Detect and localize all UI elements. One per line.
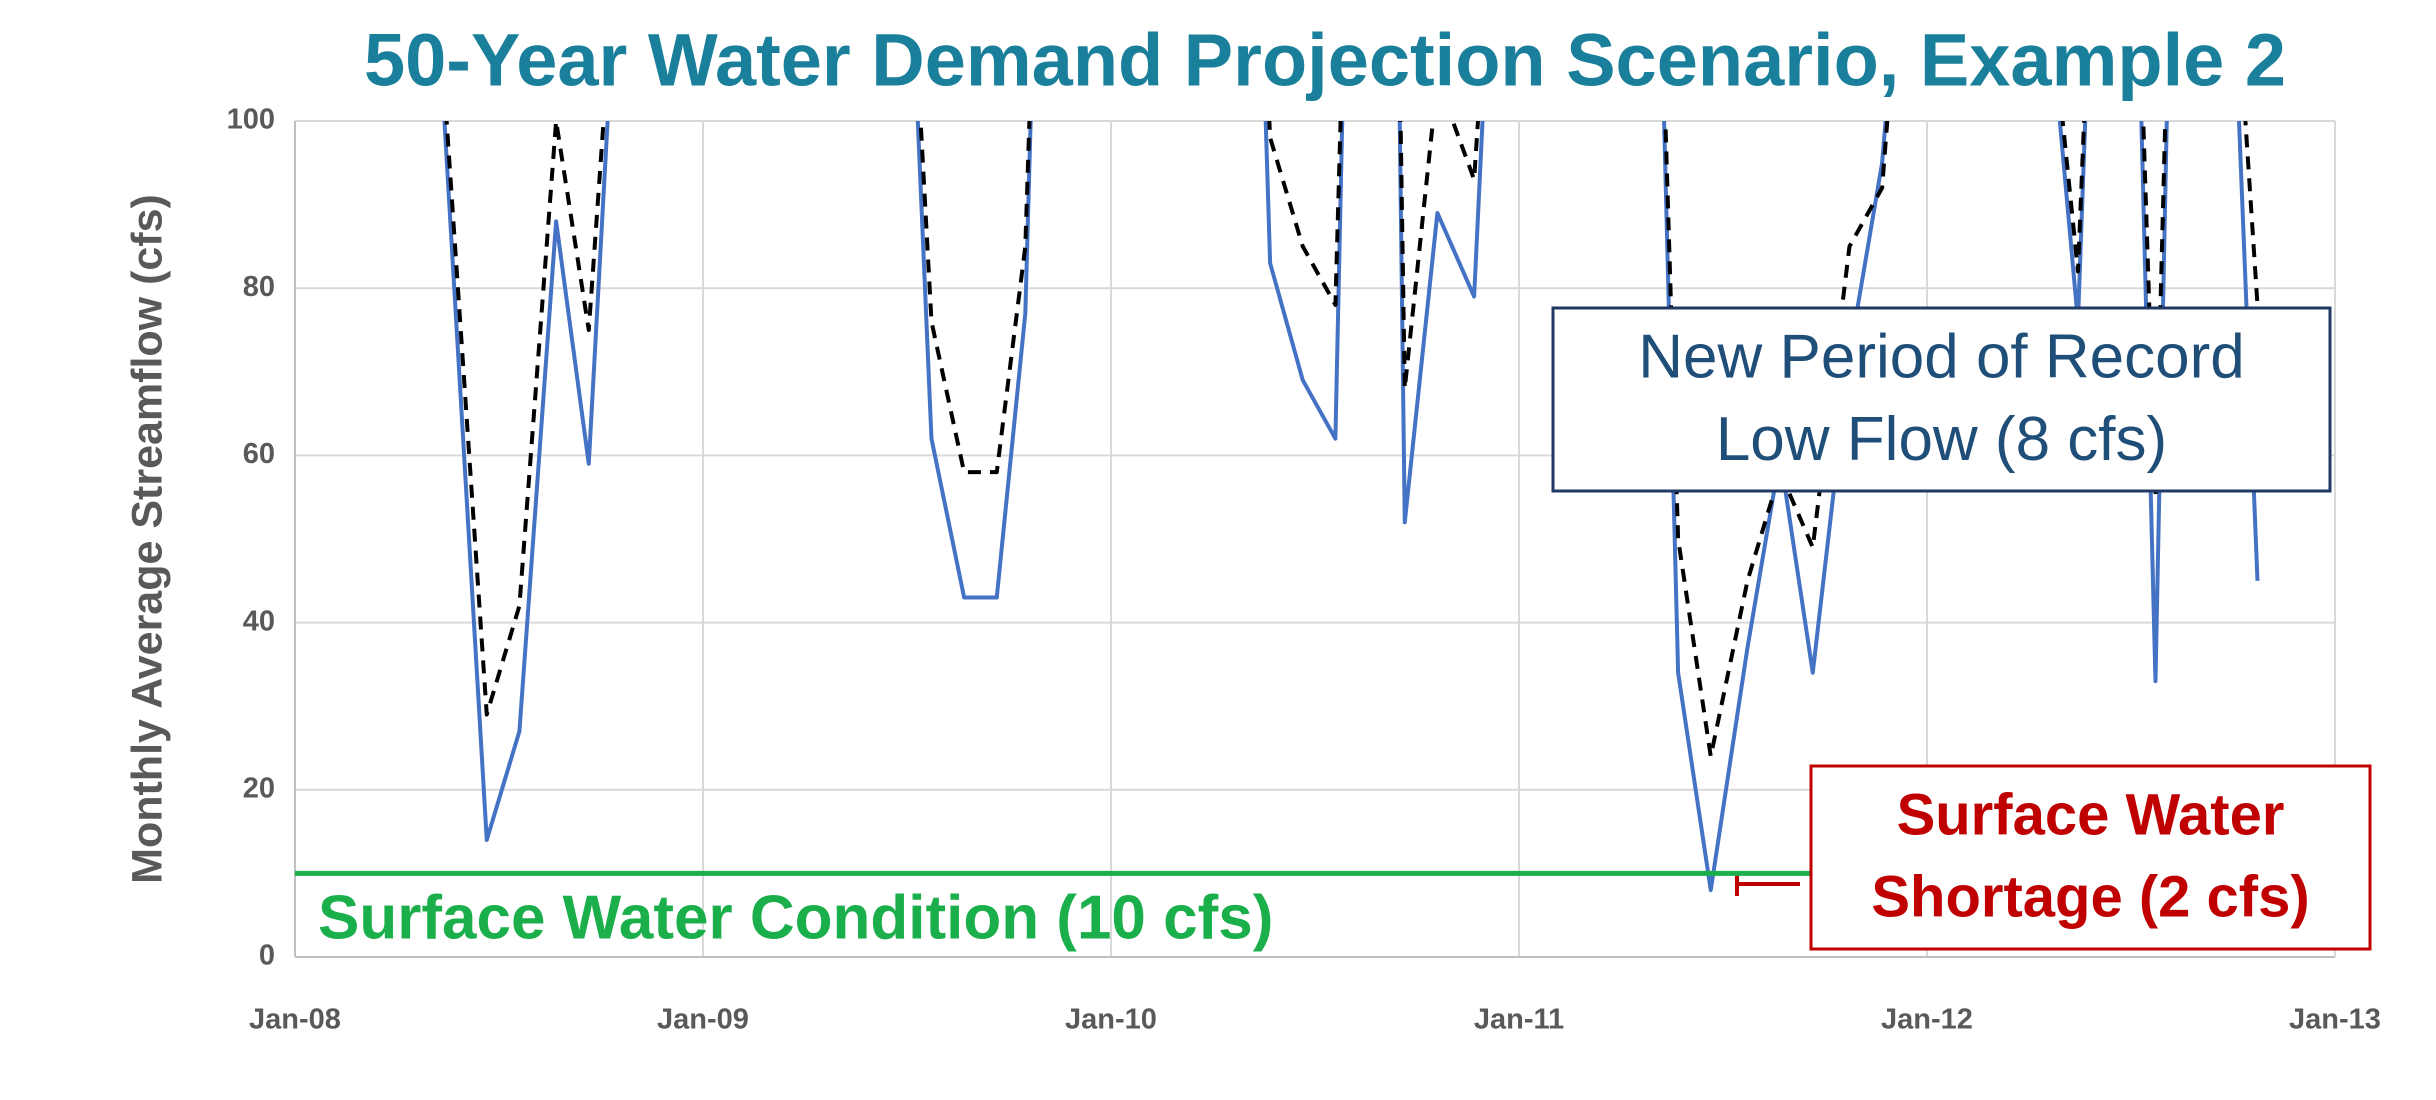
shortage-bracket bbox=[1735, 872, 1800, 896]
annotation-text: Low Flow (8 cfs) bbox=[1716, 405, 2167, 474]
annotation-text: Surface Water bbox=[1897, 782, 2285, 847]
y-tick-label: 100 bbox=[227, 104, 275, 136]
x-tick-label: Jan-08 bbox=[249, 1004, 341, 1036]
y-tick-label: 60 bbox=[243, 438, 275, 470]
y-tick-label: 0 bbox=[259, 940, 275, 972]
annotation-text: New Period of Record bbox=[1638, 322, 2245, 391]
series-line bbox=[444, 121, 2260, 759]
x-tick-label: Jan-09 bbox=[657, 1004, 749, 1036]
series-line bbox=[442, 121, 2260, 893]
y-tick-label: 40 bbox=[243, 605, 275, 637]
y-tick-label: 20 bbox=[243, 772, 275, 804]
x-tick-label: Jan-12 bbox=[1881, 1004, 1973, 1036]
x-tick-label: Jan-13 bbox=[2289, 1004, 2381, 1036]
annotation-box bbox=[1551, 306, 2332, 493]
y-axis-label: Monthly Average Streamflow (cfs) bbox=[123, 194, 171, 884]
x-tick-label: Jan-10 bbox=[1065, 1004, 1157, 1036]
annotation-box bbox=[1809, 764, 2372, 951]
x-tick-label: Jan-11 bbox=[1474, 1004, 1564, 1036]
chart-title: 50-Year Water Demand Projection Scenario… bbox=[364, 19, 2286, 102]
y-tick-label: 80 bbox=[243, 271, 275, 303]
annotation-text: Shortage (2 cfs) bbox=[1871, 865, 2309, 930]
plot-area bbox=[442, 121, 2260, 893]
threshold-label: Surface Water Condition (10 cfs) bbox=[318, 883, 1273, 952]
